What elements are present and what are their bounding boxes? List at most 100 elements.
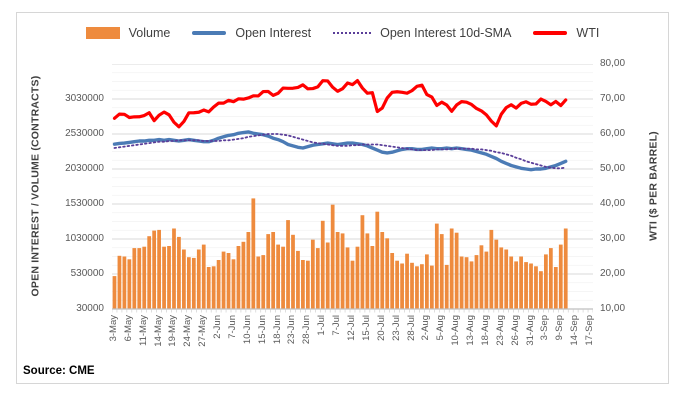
volume-bar <box>191 257 196 309</box>
volume-bar <box>489 229 494 309</box>
volume-bar <box>449 228 454 309</box>
left-axis-tick: 1530000 <box>65 198 104 209</box>
x-axis-tick: 15-Jul <box>360 315 372 341</box>
legend-item-volume: Volume <box>85 26 170 40</box>
volume-bar <box>177 236 181 309</box>
source-note: Source: CME <box>23 365 95 377</box>
volume-bar <box>539 271 543 309</box>
legend-item-wti: WTI <box>533 26 599 40</box>
volume-bar <box>499 247 504 309</box>
legend-label-open-interest: Open Interest <box>235 26 312 40</box>
x-axis-tick: 7-Jul <box>331 315 343 336</box>
right-axis-tick: 70,00 <box>600 93 626 104</box>
x-axis-tick: 12-Jul <box>346 315 357 341</box>
volume-bar <box>509 256 514 309</box>
volume-bar <box>548 248 553 309</box>
right-axis-tick: 30,00 <box>600 233 626 244</box>
volume-bar <box>454 232 459 309</box>
wti-swatch-icon <box>533 30 568 36</box>
left-axis-tick: 30000 <box>76 303 104 314</box>
volume-bar <box>276 244 280 309</box>
x-axis-tick: 18-Aug <box>479 315 491 346</box>
volume-bar <box>519 256 523 309</box>
x-axis-tick: 2-Jun <box>212 315 224 339</box>
right-axis-tick: 60,00 <box>600 128 626 139</box>
volume-bar <box>211 266 216 309</box>
volume-bar <box>439 234 444 309</box>
x-axis-tick: 19-May <box>167 315 179 347</box>
legend-item-open-interest: Open Interest <box>192 26 311 40</box>
volume-bar <box>429 265 434 309</box>
x-axis-tick: 24-May <box>182 315 194 347</box>
volume-bar <box>256 256 261 309</box>
right-axis-tick: 10,00 <box>600 303 626 314</box>
volume-bar <box>474 255 479 309</box>
volume-bar <box>132 248 137 309</box>
x-axis-tick: 20-Jul <box>375 315 387 341</box>
volume-bar <box>251 198 256 309</box>
volume-bar <box>271 232 276 309</box>
x-axis-tick: 14-Sep <box>569 315 581 346</box>
legend-label-sma: Open Interest 10d-SMA <box>380 26 512 40</box>
volume-bar <box>345 247 350 309</box>
volume-bar <box>296 250 300 309</box>
volume-bar <box>122 256 127 309</box>
volume-bar <box>286 220 290 309</box>
volume-bar <box>305 260 310 309</box>
volume-bar <box>524 262 528 309</box>
x-axis-tick: 2-Aug <box>420 315 432 341</box>
left-axis-tick: 2030000 <box>65 163 104 174</box>
open-interest-swatch-icon <box>192 31 227 35</box>
left-axis-tick: 3030000 <box>65 93 104 104</box>
volume-bar <box>415 266 419 309</box>
right-axis-tick: 50,00 <box>600 163 626 174</box>
volume-bar <box>201 244 206 309</box>
left-axis-tick: 1030000 <box>65 233 104 244</box>
volume-bar <box>350 260 355 309</box>
volume-bar <box>261 255 266 309</box>
volume-bar <box>127 259 132 309</box>
legend-item-sma: Open Interest 10d-SMA <box>333 26 511 40</box>
volume-bar <box>231 259 236 309</box>
volume-bar <box>395 260 400 309</box>
x-axis-tick: 23-Jun <box>286 315 298 345</box>
x-axis-tick: 23-Jul <box>390 315 402 341</box>
volume-bar <box>444 264 449 309</box>
volume-bar <box>142 246 147 309</box>
x-axis-tick: 11-May <box>137 315 149 346</box>
volume-bar <box>469 261 474 309</box>
volume-bar <box>514 261 519 309</box>
volume-bar <box>479 245 484 309</box>
volume-bar <box>380 232 385 309</box>
volume-bar <box>182 249 186 309</box>
legend-label-wti: WTI <box>576 26 600 40</box>
volume-bar <box>162 246 166 309</box>
x-axis-tick: 18-Jun <box>271 315 283 345</box>
right-axis-tick: 40,00 <box>600 198 626 209</box>
x-axis-tick: 9-Sep <box>554 315 566 341</box>
volume-bar <box>370 246 375 309</box>
volume-bar <box>400 263 404 309</box>
volume-bar <box>172 228 176 309</box>
volume-bar <box>563 228 568 309</box>
volume-bar <box>301 260 305 309</box>
volume-bar <box>375 211 380 309</box>
volume-bar <box>553 267 558 309</box>
volume-bar <box>385 238 390 309</box>
x-axis-tick: 28-Jul <box>405 315 417 341</box>
x-axis-tick: 3-Sep <box>539 315 551 341</box>
x-axis-tick: 17-Sep <box>584 315 596 346</box>
sma-swatch-icon <box>333 32 372 34</box>
volume-bar <box>206 267 211 309</box>
volume-bar <box>494 239 499 309</box>
volume-bar <box>340 233 345 309</box>
volume-bar <box>360 215 365 309</box>
volume-bar <box>315 248 320 309</box>
left-axis-tick: 2530000 <box>65 128 104 139</box>
volume-bar <box>425 254 429 309</box>
volume-bar <box>544 254 548 309</box>
volume-bar <box>196 249 201 309</box>
x-axis-tick: 6-May <box>122 315 134 342</box>
x-axis-tick: 10-Jun <box>241 315 253 345</box>
x-axis-tick: 27-May <box>197 315 209 347</box>
